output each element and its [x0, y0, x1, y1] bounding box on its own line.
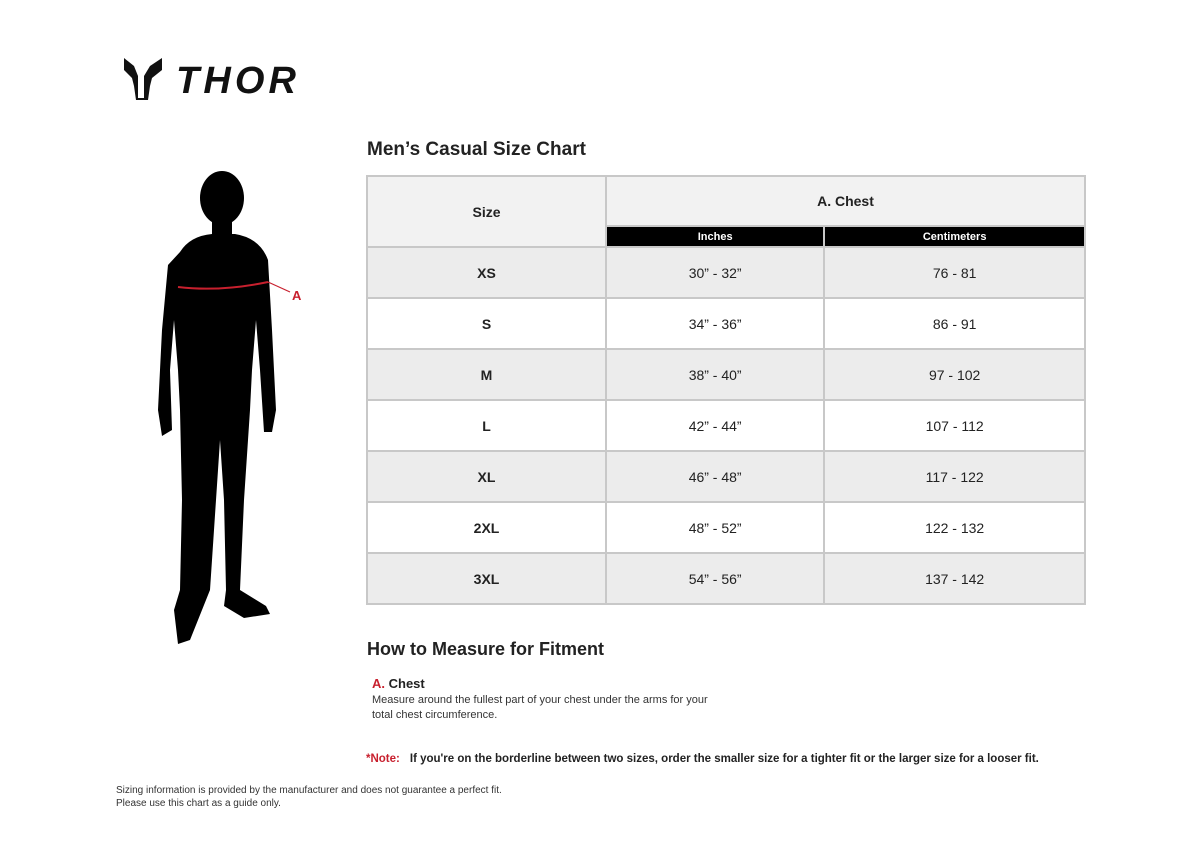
chest-description: Measure around the fullest part of your …: [372, 693, 732, 723]
chest-name: Chest: [388, 676, 425, 691]
centimeters-cell: 122 - 132: [823, 501, 1086, 554]
chest-heading: A. Chest: [372, 676, 425, 691]
size-cell: XL: [366, 450, 607, 503]
centimeters-cell: 117 - 122: [823, 450, 1086, 503]
table-row: 3XL 54” - 56” 137 - 142: [366, 552, 1086, 605]
inches-cell: 54” - 56”: [604, 552, 826, 605]
size-cell: 3XL: [366, 552, 607, 605]
chest-header: A. Chest: [605, 175, 1086, 227]
centimeters-header: Centimeters: [823, 225, 1086, 248]
disclaimer: Sizing information is provided by the ma…: [116, 784, 502, 810]
inches-cell: 38” - 40”: [604, 348, 826, 401]
centimeters-cell: 76 - 81: [823, 246, 1086, 299]
svg-text:THOR: THOR: [176, 60, 297, 101]
inches-cell: 46” - 48”: [604, 450, 826, 503]
inches-cell: 42” - 44”: [604, 399, 826, 452]
body-silhouette: A: [158, 171, 302, 644]
table-row: XS 30” - 32” 76 - 81: [366, 246, 1086, 299]
table-row: L 42” - 44” 107 - 112: [366, 399, 1086, 452]
size-header: Size: [366, 175, 607, 248]
inches-cell: 48” - 52”: [604, 501, 826, 554]
disclaimer-line: Sizing information is provided by the ma…: [116, 785, 502, 796]
inches-header: Inches: [604, 225, 826, 248]
size-cell: S: [366, 297, 607, 350]
chest-marker-label: A: [292, 288, 302, 303]
howto-title: How to Measure for Fitment: [367, 639, 605, 659]
centimeters-cell: 86 - 91: [823, 297, 1086, 350]
table-row: XL 46” - 48” 117 - 122: [366, 450, 1086, 503]
note-text: If you're on the borderline between two …: [409, 753, 1039, 765]
table-row: M 38” - 40” 97 - 102: [366, 348, 1086, 401]
size-cell: 2XL: [366, 501, 607, 554]
size-table: Size A. Chest Inches Centimeters XS 30” -…: [366, 175, 1086, 605]
size-cell: M: [366, 348, 607, 401]
thor-logo: THOR: [124, 58, 297, 101]
disclaimer-line: Please use this chart as a guide only.: [116, 798, 281, 809]
desc-line: Measure around the fullest part of your …: [372, 694, 708, 706]
fit-note: *Note: If you're on the borderline betwee…: [366, 753, 1039, 765]
size-cell: XS: [366, 246, 607, 299]
inches-cell: 34” - 36”: [604, 297, 826, 350]
page-title: Men’s Casual Size Chart: [367, 139, 586, 160]
desc-line: total chest circumference.: [372, 709, 498, 721]
size-cell: L: [366, 399, 607, 452]
centimeters-cell: 137 - 142: [823, 552, 1086, 605]
centimeters-cell: 107 - 112: [823, 399, 1086, 452]
note-label: *Note:: [366, 753, 400, 765]
chest-letter: A.: [372, 676, 385, 691]
inches-cell: 30” - 32”: [604, 246, 826, 299]
centimeters-cell: 97 - 102: [823, 348, 1086, 401]
table-row: 2XL 48” - 52” 122 - 132: [366, 501, 1086, 554]
table-row: S 34” - 36” 86 - 91: [366, 297, 1086, 350]
